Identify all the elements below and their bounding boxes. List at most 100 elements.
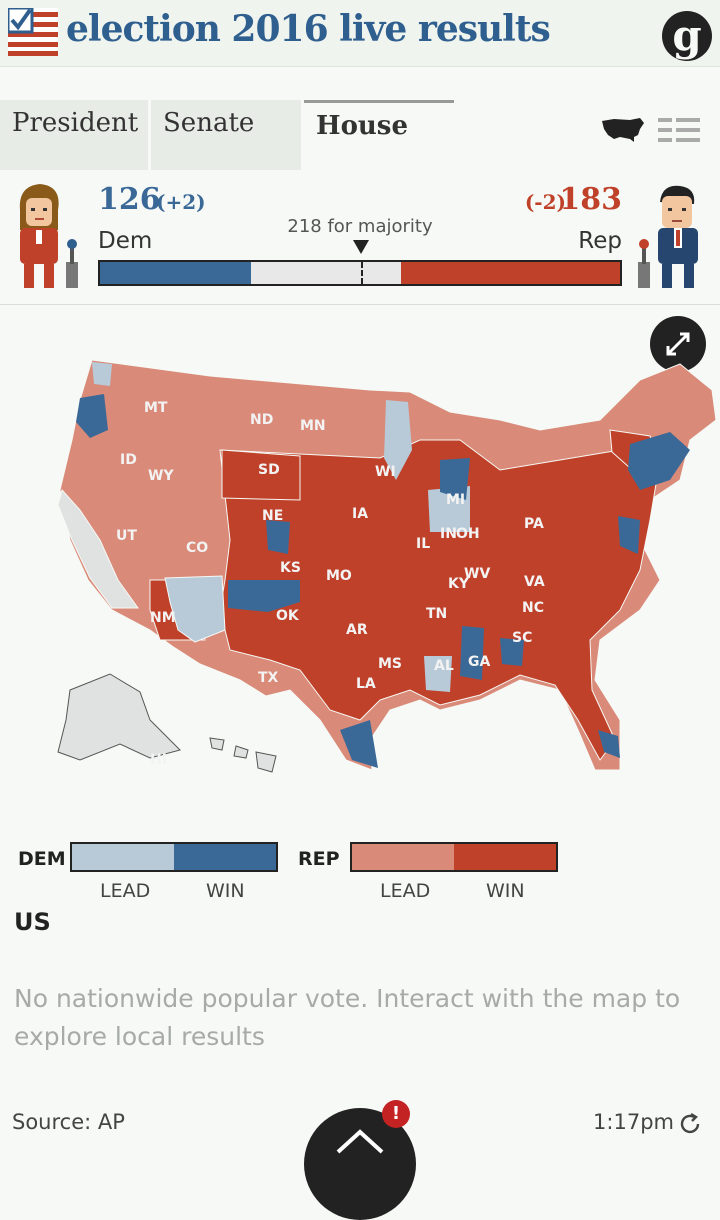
state-label-wy: WY <box>148 468 174 484</box>
dem-party-label: Dem <box>98 228 153 254</box>
state-label-ky: KY <box>448 576 470 592</box>
legend-rep-win-swatch <box>454 844 556 870</box>
legend-dem-lead-label: LEAD <box>100 880 151 902</box>
legend-dem-label: DEM <box>18 848 66 870</box>
rep-seat-count: 183 <box>559 182 622 217</box>
us-map-view-icon[interactable] <box>600 115 646 145</box>
state-label-va: VA <box>524 574 545 590</box>
state-label-pa: PA <box>524 516 544 532</box>
state-label-oh: OH <box>456 526 480 542</box>
map-rep-win-sd[interactable] <box>221 449 301 501</box>
dem-seat-change: (+2) <box>156 190 206 214</box>
map-dem-lead-ms[interactable] <box>424 656 452 692</box>
state-label-il: IL <box>416 536 430 552</box>
state-label-ne: NE <box>262 508 283 524</box>
map-dem-lead-wa[interactable] <box>92 362 112 386</box>
legend-dem-bar <box>70 842 278 872</box>
race-tabs: President Senate House <box>0 100 720 170</box>
map-dem-win-tx[interactable] <box>340 720 378 768</box>
legend-rep-lead-swatch <box>352 844 454 870</box>
dem-seat-bar <box>100 262 251 284</box>
majority-line <box>360 262 363 284</box>
legend-dem-win-label: WIN <box>206 880 245 902</box>
state-label-tn: TN <box>426 606 447 622</box>
state-label-sc: SC <box>512 630 532 646</box>
map-dem-win-wa[interactable] <box>76 394 108 438</box>
state-label-in: IN <box>440 526 457 542</box>
list-view-icon[interactable] <box>658 118 700 144</box>
rep-seat-bar <box>401 262 620 284</box>
us-house-district-map[interactable]: MT ND MN ID WY SD WI NE IA MI PA UT CO I… <box>0 340 720 790</box>
map-no-result-alaska[interactable] <box>57 673 181 761</box>
state-label-hi: HI <box>150 752 167 768</box>
guardian-logo-icon[interactable]: g <box>658 10 716 62</box>
state-label-ms: MS <box>378 656 402 672</box>
map-dem-win-ga[interactable] <box>460 626 484 680</box>
state-label-wv: WV <box>464 566 490 582</box>
refresh-icon[interactable] <box>678 1112 702 1136</box>
state-label-id: ID <box>120 452 137 468</box>
dem-seat-count: 126 <box>98 182 161 217</box>
map-state-labels: MT ND MN ID WY SD WI NE IA MI PA UT CO I… <box>116 400 545 768</box>
state-label-tx: TX <box>258 670 279 686</box>
legend-dem-lead-swatch <box>72 844 174 870</box>
dem-candidate-avatar <box>19 184 78 288</box>
state-label-sd: SD <box>258 462 280 478</box>
alert-badge[interactable]: ! <box>382 1100 410 1128</box>
state-label-ut: UT <box>116 528 137 544</box>
rep-candidate-avatar <box>638 185 698 288</box>
guardian-logo-letter: g <box>672 11 701 60</box>
state-label-ga: GA <box>468 654 490 670</box>
state-label-la: LA <box>356 676 376 692</box>
legend-rep-lead-label: LEAD <box>380 880 431 902</box>
map-dem-win-ok[interactable] <box>228 580 300 612</box>
last-updated-time: 1:17pm <box>593 1110 674 1134</box>
tab-senate[interactable]: Senate <box>151 100 301 170</box>
state-label-mi: MI <box>446 492 465 508</box>
state-label-al: AL <box>434 658 454 674</box>
legend-rep-win-label: WIN <box>486 880 525 902</box>
state-label-ks: KS <box>280 560 301 576</box>
state-label-nd: ND <box>250 412 273 428</box>
map-dem-win-co[interactable] <box>266 520 290 554</box>
map-dem-win-fl[interactable] <box>598 730 620 758</box>
state-label-wi: WI <box>375 464 396 480</box>
state-label-ar: AR <box>346 622 368 638</box>
majority-marker-icon <box>353 240 369 254</box>
legend-rep-label: REP <box>298 848 340 870</box>
state-label-mt: MT <box>144 400 168 416</box>
region-title: US <box>14 908 51 936</box>
legend-rep-bar <box>350 842 558 872</box>
state-label-nc: NC <box>522 600 544 616</box>
map-rep-win-central[interactable] <box>219 439 661 761</box>
expand-map-button[interactable] <box>650 316 706 372</box>
us-flag-checkbox-icon <box>8 8 58 56</box>
chevron-up-icon <box>336 1129 384 1154</box>
state-label-ia: IA <box>352 506 368 522</box>
tab-president[interactable]: President <box>0 100 148 170</box>
state-label-nm: NM <box>150 610 176 626</box>
state-label-ok: OK <box>276 608 300 624</box>
map-dem-win-sc[interactable] <box>500 638 524 666</box>
region-note: No nationwide popular vote. Interact wit… <box>14 984 681 1051</box>
state-label-mo: MO <box>326 568 352 584</box>
map-dem-win-ne-corridor[interactable] <box>628 432 690 490</box>
tab-house[interactable]: House <box>304 100 454 170</box>
legend-dem-win-swatch <box>174 844 276 870</box>
source-label: Source: AP <box>12 1110 125 1134</box>
rep-party-label: Rep <box>578 228 622 254</box>
map-hawaii[interactable] <box>209 737 277 773</box>
state-label-mn: MN <box>300 418 326 434</box>
map-no-result-ca[interactable] <box>57 488 139 609</box>
seat-progress-bar <box>98 260 622 286</box>
map-legend: DEM LEAD WIN REP LEAD WIN <box>0 838 720 908</box>
app-header: election 2016 live results g <box>0 0 720 67</box>
map-dem-lead-az[interactable] <box>164 575 226 643</box>
expand-icon <box>666 332 690 356</box>
rep-seat-change: (-2) <box>524 190 566 214</box>
map-dem-win-mn[interactable] <box>440 458 470 500</box>
map-dem-win-md[interactable] <box>618 516 640 554</box>
app-title: election 2016 live results <box>66 8 551 50</box>
map-dem-lead-wi[interactable] <box>384 400 412 480</box>
state-label-co: CO <box>186 540 208 556</box>
